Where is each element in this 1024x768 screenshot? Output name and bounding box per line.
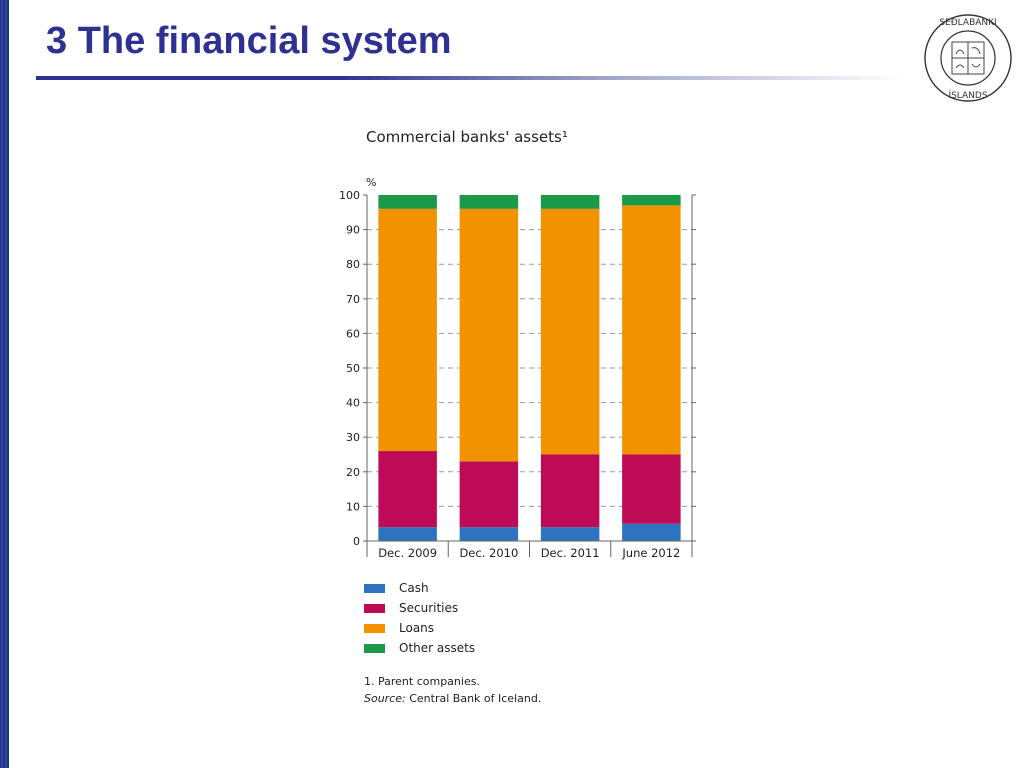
bar-segment (459, 195, 519, 209)
bar-segment (540, 208, 600, 455)
bar-segment (459, 527, 519, 541)
legend-label: Other assets (399, 641, 476, 655)
y-tick-label: 30 (346, 431, 360, 444)
seal-icon: SEÐLABANKI ÍSLANDS (924, 14, 1012, 102)
bar-segment (622, 205, 681, 455)
y-tick-label: 10 (346, 500, 360, 513)
source-line: Source: Central Bank of Iceland. (364, 692, 541, 709)
x-tick-label: Dec. 2009 (378, 546, 437, 560)
chart-footnotes: 1. Parent companies. Source: Central Ban… (364, 675, 541, 709)
seal-text-top: SEÐLABANKI (939, 18, 996, 28)
legend-label: Loans (399, 621, 435, 635)
title-underline (36, 76, 906, 80)
y-tick-label: 70 (346, 293, 360, 306)
bar-segment (378, 527, 437, 541)
x-tick-label: Dec. 2011 (541, 546, 600, 560)
chart-legend: Cash Securities Loans Other assets (364, 578, 475, 658)
y-tick-label: 0 (353, 535, 360, 548)
y-tick-label: 100 (339, 189, 360, 202)
bars-layer (378, 195, 681, 541)
left-decorative-bar (0, 0, 9, 768)
bar-segment (540, 195, 600, 209)
legend-label: Cash (399, 581, 429, 595)
bar-segment (459, 461, 519, 528)
y-tick-label: 20 (346, 466, 360, 479)
legend-label: Securities (399, 601, 459, 615)
bar-segment (459, 208, 519, 462)
seal-text-bottom: ÍSLANDS (948, 89, 987, 101)
legend-item: Loans (364, 618, 475, 638)
legend-item: Other assets (364, 638, 475, 658)
bar-segment (540, 454, 600, 528)
legend-swatch (364, 583, 385, 593)
axis-layer: 0 10 20 30 40 50 60 70 80 90 100% Dec. 2009 Dec. 201… (339, 176, 696, 560)
legend-swatch (364, 623, 385, 633)
y-tick-label: 90 (346, 224, 360, 237)
stacked-bar-chart: 0 10 20 30 40 50 60 70 80 90 100% Dec. 2009 Dec. 201… (339, 176, 696, 560)
slide-title: 3 The financial system (46, 20, 452, 62)
legend-item: Cash (364, 578, 475, 598)
bar-segment (378, 208, 437, 452)
bar-segment (378, 451, 437, 528)
bar-segment (622, 523, 681, 541)
legend-item: Securities (364, 598, 475, 618)
y-tick-label: 80 (346, 258, 360, 271)
x-tick-label: Dec. 2010 (459, 546, 518, 560)
legend-swatch (364, 603, 385, 613)
y-tick-label: 40 (346, 397, 360, 410)
y-tick-label: 50 (346, 362, 360, 375)
footnote: 1. Parent companies. (364, 675, 480, 688)
y-axis-unit-label: % (366, 176, 376, 189)
chart-title: Commercial banks' assets¹ (366, 128, 568, 146)
bar-segment (540, 527, 600, 541)
bar-segment (622, 454, 681, 524)
bar-segment (378, 195, 437, 209)
x-tick-label: June 2012 (621, 546, 680, 560)
source-text: Central Bank of Iceland. (405, 692, 542, 705)
legend-swatch (364, 643, 385, 653)
y-tick-label: 60 (346, 327, 360, 340)
bar-segment (622, 195, 681, 206)
source-label: Source: (364, 692, 406, 705)
